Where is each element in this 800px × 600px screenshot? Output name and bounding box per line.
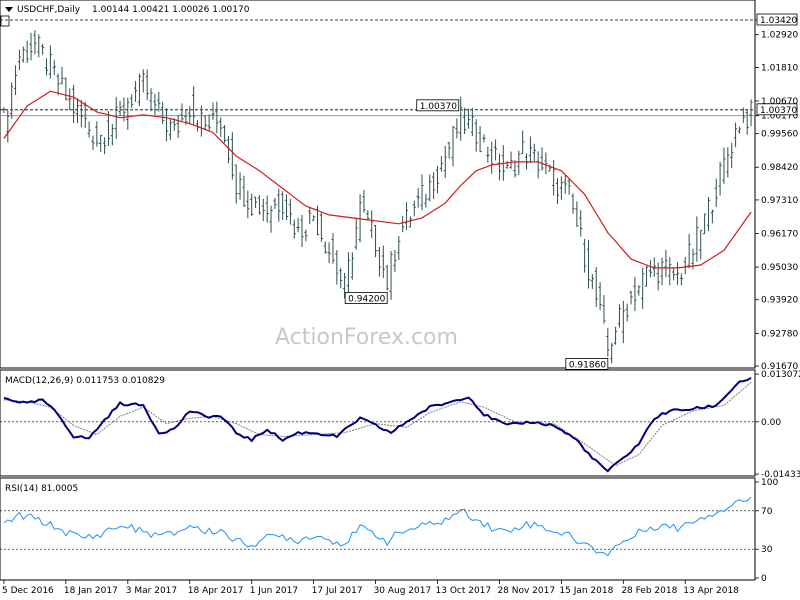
dropdown-triangle-icon[interactable] [5, 7, 13, 12]
x-tick-label: 5 Dec 2016 [2, 586, 54, 596]
x-tick-label: 3 Mar 2017 [126, 586, 177, 596]
y-tick-label: 1.00170 [761, 112, 798, 122]
x-tick-label: 1 Jun 2017 [250, 586, 298, 596]
y-tick-label: 0.91670 [761, 362, 798, 372]
symbol-header: USDCHF,Daily [17, 5, 81, 15]
y-tick-label: 0.93920 [761, 296, 798, 306]
y-tick-label: 0.99560 [761, 130, 798, 140]
y-tick-label: 0.98420 [761, 163, 798, 173]
price-annotation-box [416, 99, 460, 112]
top-level-price-text: 1.03420 [760, 16, 797, 26]
rsi-y-tick-label: 30 [761, 545, 773, 555]
rsi-label: RSI(14) 81.0005 [5, 484, 78, 494]
rsi-y-tick-label: 0 [761, 574, 767, 584]
rsi-panel-frame [0, 477, 756, 581]
macd-y-tick-label: 0.013072 [761, 370, 800, 380]
macd-signal-line [3, 382, 752, 467]
macd-label: MACD(12,26,9) 0.011753 0.010829 [5, 376, 165, 386]
y-tick-label: 0.92780 [761, 329, 798, 339]
x-tick-label: 18 Apr 2017 [188, 586, 244, 596]
current-price-text: 1.00370 [760, 106, 797, 116]
rsi-y-tick-label: 70 [761, 507, 773, 517]
x-tick-label: 28 Feb 2018 [621, 586, 677, 596]
macd-line [3, 376, 752, 473]
x-tick-label: 18 Jan 2017 [64, 586, 118, 596]
y-tick-label: 1.02920 [761, 31, 798, 41]
price-annotation-box [344, 292, 388, 304]
y-tick-label: 0.97310 [761, 196, 798, 206]
current-price-tag [756, 103, 798, 116]
price-annotation-box [565, 358, 609, 370]
rsi-line [3, 496, 752, 557]
watermark: ActionForex.com [275, 325, 458, 350]
main-panel-frame [0, 0, 756, 369]
price-annotation-label: 0.94200 [348, 294, 385, 304]
x-tick-label: 13 Oct 2017 [436, 586, 492, 596]
macd-panel-frame [0, 369, 756, 477]
x-tick-label: 28 Nov 2017 [497, 586, 555, 596]
ohlc-header: 1.00144 1.00421 1.00026 1.00170 [92, 5, 250, 15]
macd-y-tick-label: 0.00 [761, 418, 781, 428]
price-annotation-label: 0.91860 [569, 360, 606, 370]
x-tick-label: 30 Aug 2017 [374, 586, 432, 596]
rsi-y-tick-label: 100 [761, 478, 778, 488]
y-tick-label: 0.96170 [761, 229, 798, 239]
price-annotation-label: 1.00370 [420, 102, 457, 112]
y-tick-label: 0.95030 [761, 263, 798, 273]
x-tick-label: 17 Jul 2017 [312, 586, 363, 596]
moving-average-line [3, 90, 752, 269]
y-tick-label: 1.01810 [761, 63, 798, 73]
x-tick-label: 13 Apr 2018 [683, 586, 739, 596]
y-tick-label: 1.00670 [761, 97, 798, 107]
top-level-price-tag [756, 13, 798, 26]
x-tick-label: 15 Jan 2018 [559, 586, 613, 596]
left-marker-box [0, 15, 10, 27]
macd-y-tick-label: -0.014333 [761, 470, 800, 480]
